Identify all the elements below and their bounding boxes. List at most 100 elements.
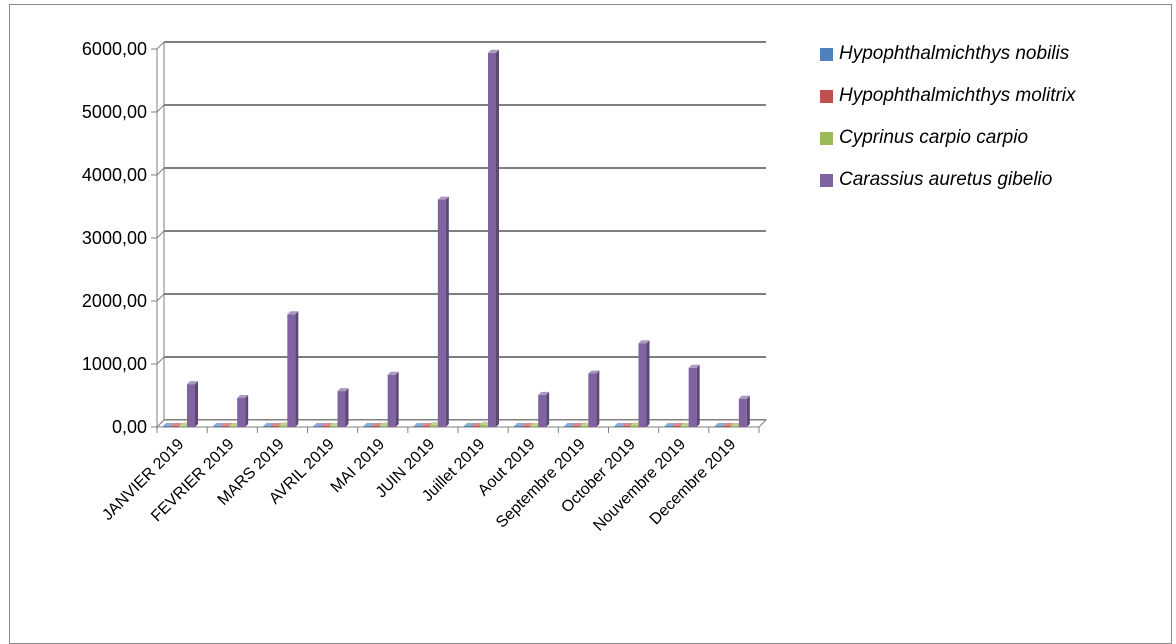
bar-front: [213, 426, 222, 427]
y-tick-label: 0,00: [112, 417, 147, 437]
bar-front: [472, 426, 480, 427]
bar-top: [664, 423, 676, 426]
x-tick-label: Septembre 2019: [493, 436, 589, 532]
bar-top: [413, 423, 425, 426]
bar-top: [538, 391, 550, 395]
legend-label: Cyprinus carpio carpio: [839, 127, 1029, 148]
bar-top: [464, 423, 475, 426]
bar-top: [437, 196, 449, 200]
bar-front: [271, 426, 280, 427]
bar-top: [738, 395, 750, 399]
bar-front: [580, 425, 589, 427]
bar-side: [395, 371, 399, 427]
bar: [588, 370, 600, 427]
bar-front: [187, 384, 195, 427]
legend-swatch: [820, 47, 833, 61]
bar-top: [522, 423, 534, 426]
bar: [638, 340, 650, 427]
bar: [187, 381, 198, 427]
bar-front: [263, 426, 272, 427]
bar-front: [179, 425, 187, 427]
legend-swatch: [820, 131, 833, 145]
x-tick-label: Nouvembre 2019: [590, 436, 689, 535]
gridline-depth: [156, 230, 165, 239]
bar-top: [572, 423, 584, 426]
bar-top: [321, 423, 333, 426]
bar-side: [195, 381, 198, 427]
bar-front: [638, 343, 647, 427]
bar-front: [313, 426, 322, 427]
bar-front: [363, 426, 372, 427]
bar-top: [287, 311, 299, 315]
bar-side: [295, 311, 299, 427]
chart-frame: [9, 4, 1172, 644]
bar: [488, 49, 499, 427]
bar-top: [672, 423, 684, 426]
bar-top: [171, 423, 182, 426]
bar-front: [279, 425, 288, 427]
bar-front: [413, 426, 422, 427]
x-tick-label: Decembre 2019: [647, 436, 740, 529]
y-tick-label: 6000,00: [82, 39, 147, 59]
bar-top: [614, 423, 626, 426]
bar-side: [696, 364, 700, 427]
bar-front: [680, 425, 689, 427]
bar: [738, 395, 750, 427]
bar-front: [329, 425, 338, 427]
legend-swatch: [820, 173, 833, 187]
bar-top: [722, 423, 734, 426]
bar-top: [714, 423, 726, 426]
bar-top: [688, 364, 700, 368]
bar-top: [163, 423, 174, 426]
legend: Hypophthalmichthys nobilis Hypophthalmic…: [820, 38, 1076, 206]
bar-top: [564, 423, 576, 426]
y-tick-label: 2000,00: [82, 291, 147, 311]
legend-label: Carassius auretus gibelio: [839, 169, 1053, 190]
bar-front: [564, 426, 573, 427]
gridline-depth: [156, 293, 165, 302]
bar-top: [213, 423, 225, 426]
legend-label: Hypophthalmichthys nobilis: [839, 43, 1070, 64]
bar-front: [572, 426, 581, 427]
bar-side: [746, 395, 750, 427]
bar-top: [313, 423, 325, 426]
bar-top: [337, 388, 349, 392]
bar-top: [588, 370, 600, 374]
y-tick-label: 1000,00: [82, 354, 147, 374]
bar: [287, 311, 299, 427]
bar: [437, 196, 449, 427]
y-tick-label: 4000,00: [82, 165, 147, 185]
bar-front: [630, 425, 639, 427]
bar: [688, 364, 700, 427]
gridline-depth: [156, 104, 165, 113]
legend-item: Carassius auretus gibelio: [820, 164, 1076, 196]
bar-front: [437, 199, 446, 427]
bar-side: [245, 395, 249, 427]
bar-side: [345, 388, 349, 427]
bar-front: [514, 426, 523, 427]
bar-top: [371, 423, 383, 426]
bar: [237, 395, 249, 427]
bar-top: [514, 423, 526, 426]
chart-plot: 0,00 1000,00 2000,00 3000,00 4000,00 5000,00 6…: [82, 39, 768, 535]
y-tick-label: 3000,00: [82, 228, 147, 248]
bar-front: [480, 424, 488, 427]
gridline-depth: [156, 167, 165, 176]
bar-front: [287, 314, 296, 427]
bar-front: [429, 425, 438, 427]
legend-label: Hypophthalmichthys molitrix: [839, 85, 1076, 106]
bar-front: [614, 426, 623, 427]
bar: [337, 388, 349, 427]
bar-front: [522, 426, 531, 427]
bar-front: [730, 426, 739, 427]
bar-top: [237, 395, 249, 399]
bar-top: [263, 423, 275, 426]
legend-swatch: [820, 89, 833, 103]
bar-side: [546, 391, 550, 427]
gridline-depth: [156, 41, 165, 50]
bar-front: [664, 426, 673, 427]
bar-front: [688, 367, 697, 427]
bar-front: [538, 394, 547, 427]
bar-front: [714, 426, 723, 427]
bar-front: [229, 426, 238, 427]
